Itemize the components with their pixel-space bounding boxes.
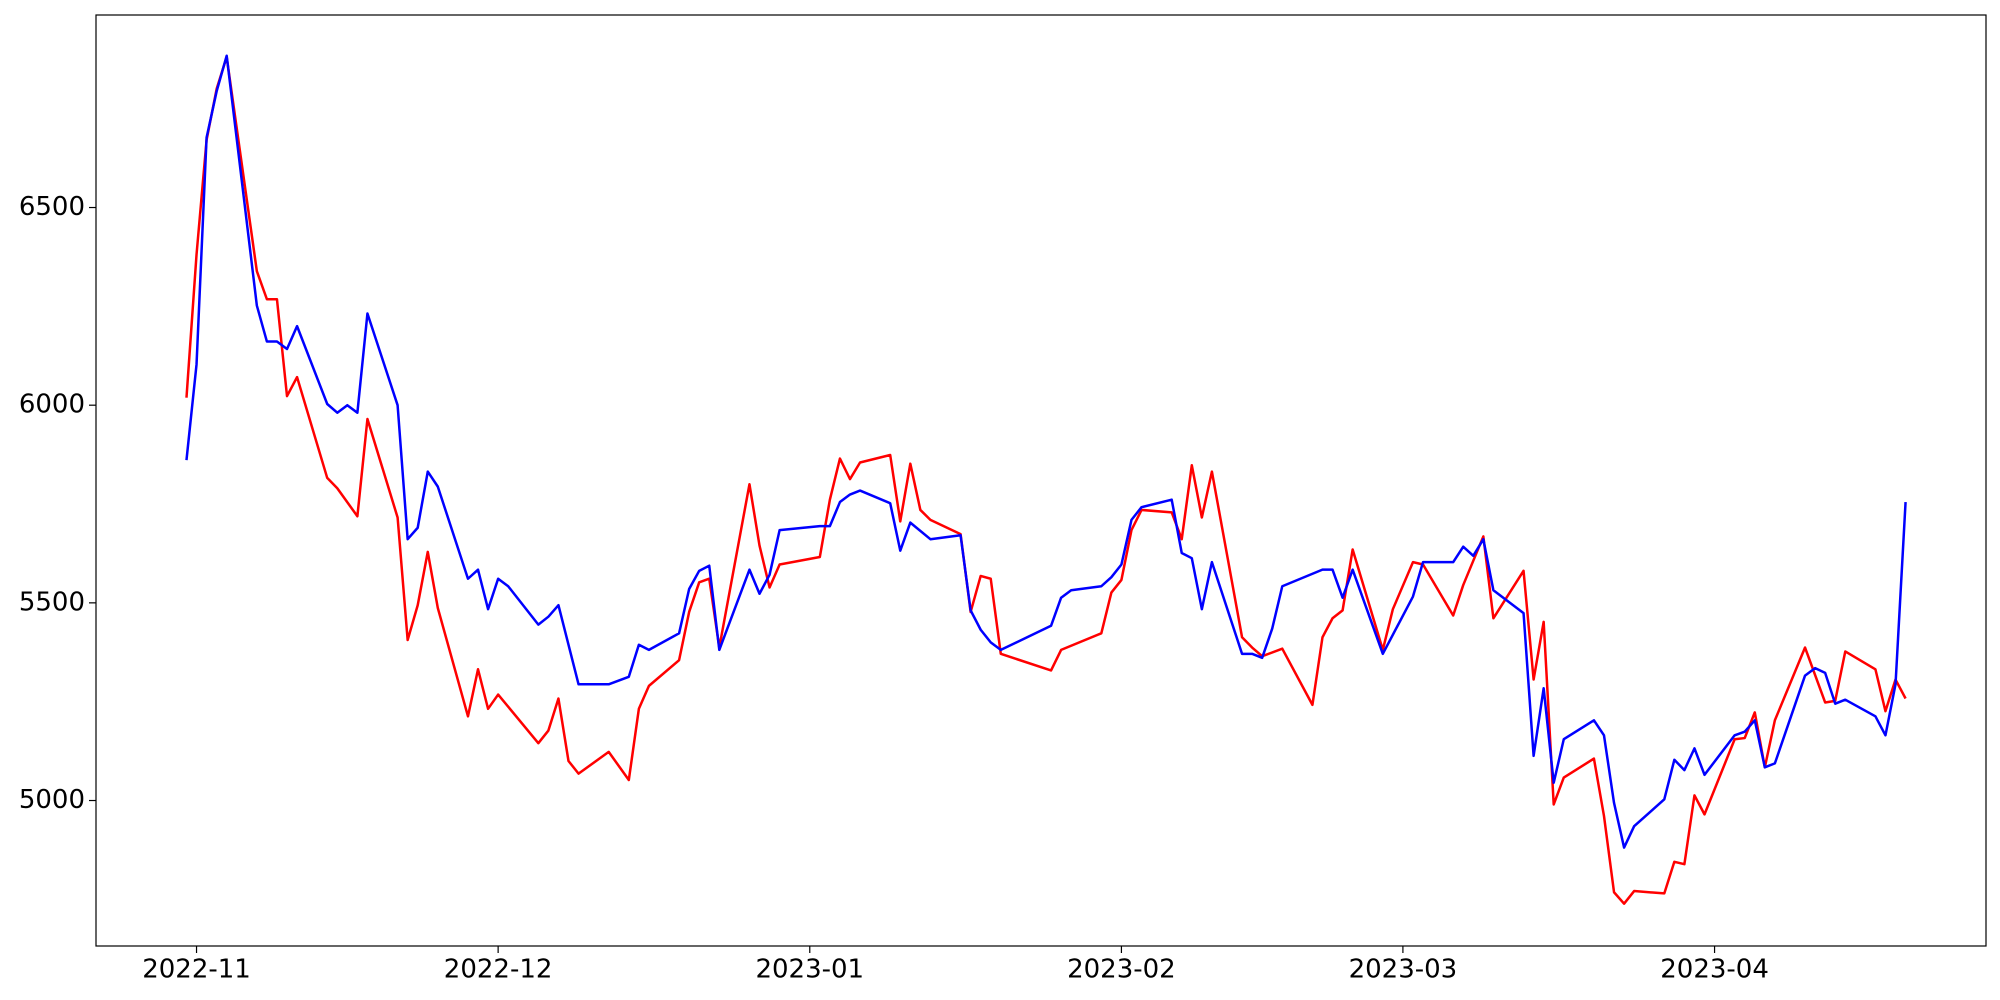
line-series [185,55,1907,905]
x-tick-label: 2023-04 [1660,955,1769,985]
x-tick-label: 2023-01 [755,955,864,985]
line-series [185,54,1907,849]
y-tick-label: 6000 [19,390,85,420]
y-tick-label: 6500 [19,192,85,222]
y-tick-label: 5000 [19,785,85,815]
x-tick-label: 2023-02 [1067,955,1176,985]
plot-frame [95,14,1987,947]
x-tick-label: 2022-11 [142,955,251,985]
x-tick-label: 2022-12 [444,955,553,985]
x-tick-label: 2023-03 [1349,955,1458,985]
y-tick-label: 5500 [19,587,85,617]
